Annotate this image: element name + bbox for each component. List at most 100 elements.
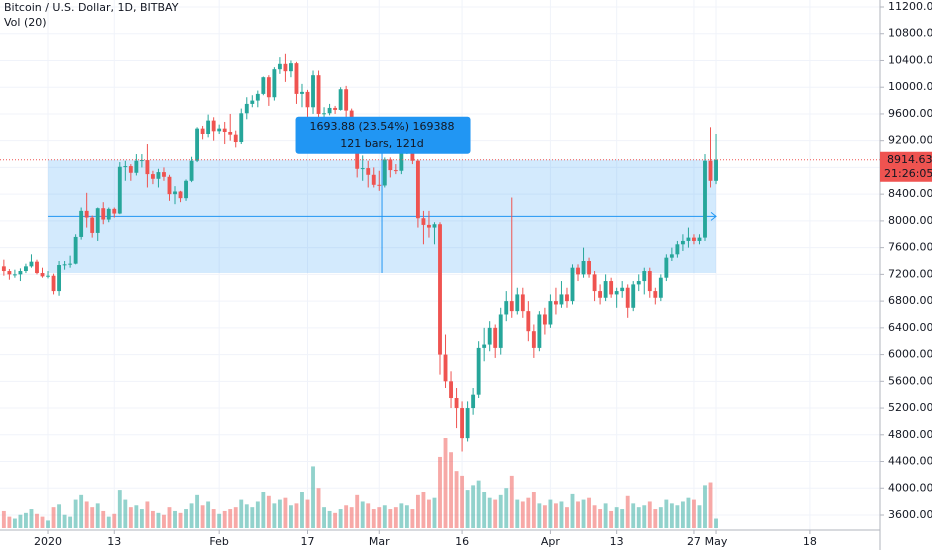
candle-body: [333, 107, 338, 110]
volume-bar: [603, 503, 608, 528]
volume-bar: [344, 505, 349, 528]
volume-bar: [515, 499, 520, 528]
candle-body: [515, 294, 520, 312]
volume-bar: [294, 503, 299, 528]
volume-bar: [106, 516, 111, 528]
candle-body: [311, 75, 315, 108]
volume-bar: [90, 507, 95, 528]
volume-bar: [327, 510, 332, 528]
volume-bar: [443, 438, 448, 528]
candle-body: [73, 236, 78, 264]
volume-bar: [123, 499, 128, 528]
candle-body: [559, 294, 564, 305]
volume-bar: [217, 513, 222, 528]
volume-bar: [12, 518, 17, 528]
candle-body: [504, 301, 509, 315]
candle-body: [708, 160, 713, 181]
candle-body: [112, 208, 117, 214]
volume-bar: [449, 452, 453, 528]
volume-bar: [653, 509, 658, 528]
candle-body: [360, 168, 365, 170]
candle-body: [266, 77, 271, 98]
volume-bar: [233, 507, 238, 528]
candle-body: [620, 287, 625, 292]
candle-body: [305, 91, 310, 108]
candle-body: [62, 264, 67, 266]
x-tick-label: 13: [610, 535, 624, 548]
x-tick-label: May: [705, 535, 728, 548]
y-tick-label: 10800.00: [888, 27, 932, 40]
volume-bar: [24, 512, 28, 528]
y-tick-label: 7600.00: [888, 241, 932, 254]
candle-body: [217, 128, 222, 132]
volume-bar: [548, 499, 553, 528]
volume-bar: [565, 507, 569, 528]
candle-body: [592, 274, 597, 292]
candle-body: [79, 210, 84, 237]
candle-body: [101, 208, 106, 220]
x-tick-label: 16: [455, 535, 469, 548]
candle-body: [117, 166, 122, 214]
candle-body: [653, 291, 658, 298]
volume-bar: [554, 503, 558, 528]
last-price-label: 8914.63: [887, 153, 932, 166]
candle-body: [68, 263, 73, 265]
volume-bar: [465, 490, 470, 528]
candle-body: [697, 237, 702, 241]
candle-body: [95, 208, 100, 233]
volume-bar: [377, 507, 382, 528]
volume-bar: [244, 504, 249, 528]
volume-bar: [57, 504, 62, 528]
y-tick-label: 7200.00: [888, 267, 932, 280]
volume-bar: [239, 499, 244, 528]
candle-body: [211, 120, 216, 132]
volume-bar: [504, 488, 509, 528]
volume-bar: [686, 497, 691, 528]
volume-bar: [415, 494, 420, 528]
candle-body: [84, 210, 89, 218]
candle-body: [454, 398, 459, 409]
volume-bar: [156, 512, 161, 528]
volume-bar: [658, 507, 663, 528]
volume-bar: [128, 507, 133, 528]
candle-body: [29, 261, 34, 267]
volume-bar: [189, 503, 194, 528]
y-tick-label: 5600.00: [888, 374, 932, 387]
volume-bar: [167, 507, 172, 528]
candle-body: [123, 166, 128, 168]
candle-body: [570, 267, 575, 302]
candle-body: [289, 63, 293, 72]
volume-bar: [18, 514, 23, 528]
candle-body: [322, 113, 326, 115]
candle-body: [239, 113, 244, 143]
volume-bar: [432, 497, 437, 528]
volume-bar: [581, 499, 586, 528]
volume-bar: [526, 497, 531, 528]
candle-body: [178, 191, 183, 199]
measure-label: 121 bars, 121d: [340, 137, 423, 150]
candle-body: [520, 294, 525, 312]
candle-body: [415, 160, 420, 219]
volume-bar: [79, 494, 84, 528]
volume-bar: [592, 505, 597, 528]
volume-bar: [636, 507, 641, 528]
volume-bar: [427, 499, 431, 528]
candle-body: [189, 160, 194, 181]
candle-body: [206, 120, 211, 134]
candle-body: [625, 287, 630, 308]
candle-body: [493, 327, 498, 348]
candle-body: [338, 89, 343, 110]
candle-body: [51, 275, 56, 292]
candle-body: [167, 176, 172, 195]
candle-body: [460, 408, 465, 439]
x-tick-label: Feb: [209, 535, 228, 548]
volume-bar: [598, 509, 603, 528]
y-tick-label: 3600.00: [888, 508, 932, 521]
candle-body: [173, 191, 177, 195]
volume-bar: [714, 518, 718, 528]
volume-bar: [51, 507, 56, 528]
axes: 11200.00 10800.00 10400.00 10000.00 9600.00 9…: [34, 0, 932, 548]
candle-body: [162, 172, 166, 177]
